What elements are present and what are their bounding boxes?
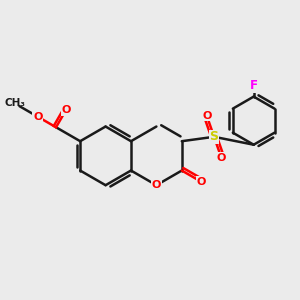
Text: CH₃: CH₃ [4, 98, 26, 109]
Text: O: O [202, 111, 212, 121]
Text: O: O [196, 176, 206, 187]
Text: O: O [152, 180, 161, 190]
Text: O: O [33, 112, 42, 122]
Text: O: O [217, 153, 226, 163]
Text: S: S [210, 130, 219, 143]
Text: F: F [250, 79, 258, 92]
Text: O: O [61, 105, 71, 115]
